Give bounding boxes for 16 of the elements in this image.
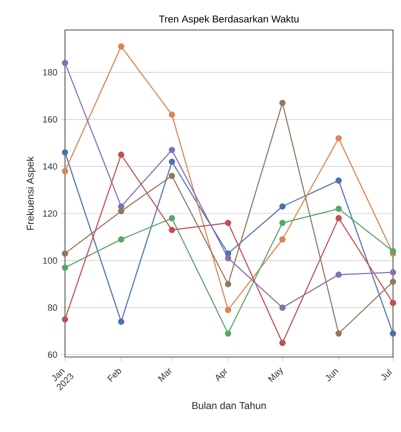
x-tick-label: Jun [326, 369, 338, 382]
y-tick-label: 100 [43, 257, 58, 264]
x-tick-label: Jul [381, 368, 392, 380]
x-tick-label: Apr [216, 368, 228, 382]
y-axis-title: Frekuensi Aspek [26, 156, 36, 230]
y-tick-label: 180 [43, 69, 58, 76]
y-tick-label: 60 [48, 351, 58, 358]
y-tick-label: 160 [43, 116, 58, 123]
x-tick-label: May [268, 367, 283, 382]
x-axis-title: Bulan dan Tahun [192, 402, 266, 410]
x-tick-label: Feb [107, 369, 122, 382]
x-tick-label: Mar [158, 368, 172, 382]
chart-title: Tren Aspek Berdasarkan Waktu [158, 15, 299, 24]
y-tick-label: 80 [48, 304, 58, 311]
y-tick-label: 120 [43, 210, 58, 217]
y-tick-label: 140 [43, 163, 58, 170]
